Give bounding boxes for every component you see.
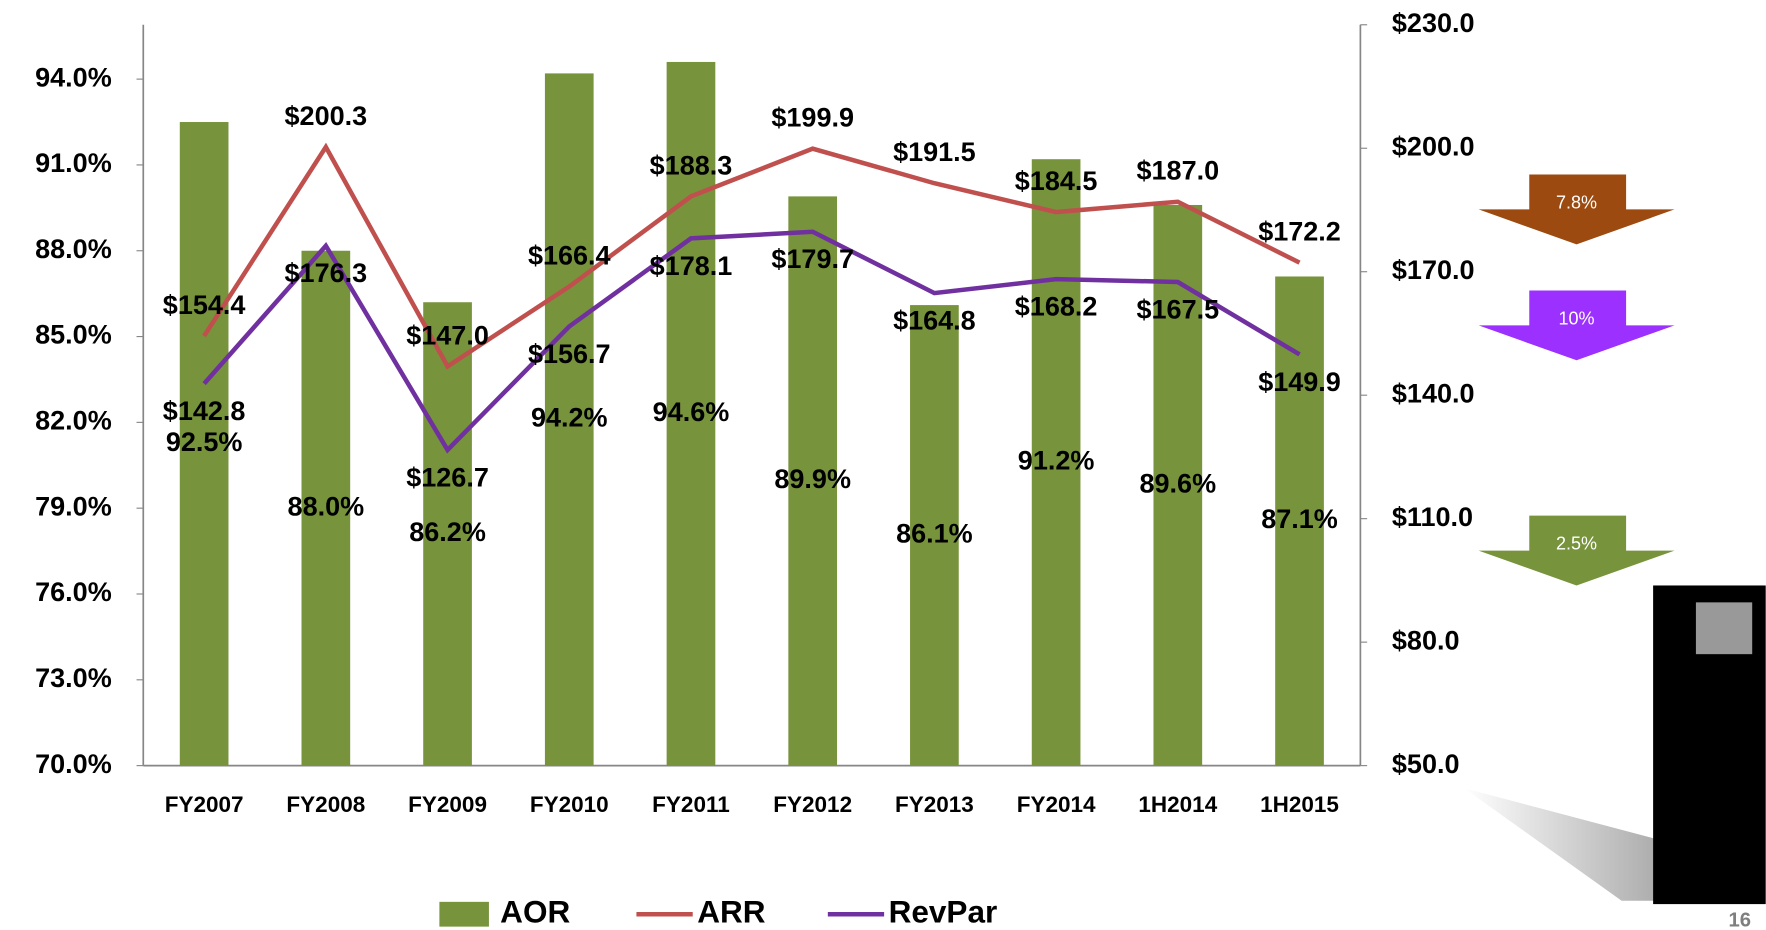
bar-value-label: 86.1% [896,518,973,548]
x-tick-label: FY2007 [165,792,244,817]
line-value-label: $147.0 [406,320,489,350]
arrow [1478,290,1675,361]
line-value-label: $199.9 [771,103,854,133]
line-value-label: $167.5 [1136,294,1219,324]
bar [666,61,716,766]
line-value-label: $156.7 [528,339,611,369]
line-value-label: $149.9 [1258,367,1341,397]
bar [1153,204,1203,766]
legend-label: ARR [697,894,766,930]
arrow [1478,174,1675,245]
y2-tick-label: $80.0 [1392,625,1460,655]
bar-value-label: 94.6% [653,397,730,427]
line [202,229,1301,454]
bar-value-label: 87.1% [1261,504,1338,534]
x-tick-label: 1H2015 [1260,792,1339,817]
decor-square [1695,602,1753,655]
arrow-label: 2.5% [1556,534,1597,554]
bar [301,250,351,766]
line-value-label: $142.8 [163,396,246,426]
line-value-label: $178.1 [650,251,733,281]
line-value-label: $179.7 [771,244,854,274]
line-value-label: $164.8 [893,306,976,336]
bar [788,196,838,766]
line-value-label: $200.3 [285,101,368,131]
x-tick-label: FY2013 [895,792,974,817]
bar-value-label: 89.6% [1140,468,1217,498]
line-value-label: $168.2 [1015,292,1098,322]
legend-label: RevPar [889,894,998,930]
arrow-label: 7.8% [1556,193,1597,213]
line [202,142,1301,370]
bar-value-label: 92.5% [166,427,243,457]
bar [179,122,229,766]
line-value-label: $166.4 [528,240,611,270]
y-tick-label: 70.0% [35,749,112,779]
line-value-label: $187.0 [1136,156,1219,186]
y2-tick-label: $200.0 [1392,131,1475,161]
bar [544,73,594,766]
x-tick-label: FY2011 [652,792,730,817]
line-value-label: $176.3 [285,258,368,288]
line-value-label: $184.5 [1015,166,1098,196]
bar-value-label: 91.2% [1018,446,1095,476]
line-value-label: $191.5 [893,137,976,167]
bar-value-label: 86.2% [409,517,486,547]
line-value-label: $154.4 [163,290,246,320]
x-tick-label: FY2012 [773,792,852,817]
line-value-label: $172.2 [1258,217,1341,247]
y2-tick-label: $110.0 [1392,502,1473,532]
x-tick-label: FY2014 [1017,792,1096,817]
y-tick-label: 76.0% [35,577,112,607]
bar [423,302,472,766]
y-tick-label: 91.0% [35,148,112,178]
y-tick-label: 79.0% [35,491,112,521]
bar-value-label: 89.9% [774,464,851,494]
x-tick-label: 1H2014 [1138,792,1217,817]
legend-label: AOR [500,894,570,930]
x-tick-label: FY2009 [408,792,487,817]
y-tick-label: 73.0% [35,663,112,693]
y2-tick-label: $230.0 [1392,8,1475,38]
arrow-label: 10% [1559,309,1595,329]
x-tick-label: FY2010 [530,792,609,817]
page-number: 16 [1729,909,1752,930]
bar [1031,159,1081,766]
x-tick-label: FY2008 [286,792,365,817]
y2-tick-label: $170.0 [1392,255,1475,285]
legend-swatch [439,901,489,927]
y-tick-label: 82.0% [35,406,112,436]
line-value-label: $126.7 [406,462,489,492]
bar [1275,276,1324,766]
y2-tick-label: $50.0 [1392,749,1460,779]
y-tick-label: 94.0% [35,62,112,92]
y-tick-label: 88.0% [35,234,112,264]
bar-value-label: 94.2% [531,403,608,433]
y-tick-label: 85.0% [35,320,112,350]
arrow [1478,515,1675,586]
decor-shadow [1463,788,1656,901]
bar [910,305,959,766]
line-value-label: $188.3 [650,150,733,180]
bar-value-label: 88.0% [288,491,365,521]
y2-tick-label: $140.0 [1392,378,1475,408]
